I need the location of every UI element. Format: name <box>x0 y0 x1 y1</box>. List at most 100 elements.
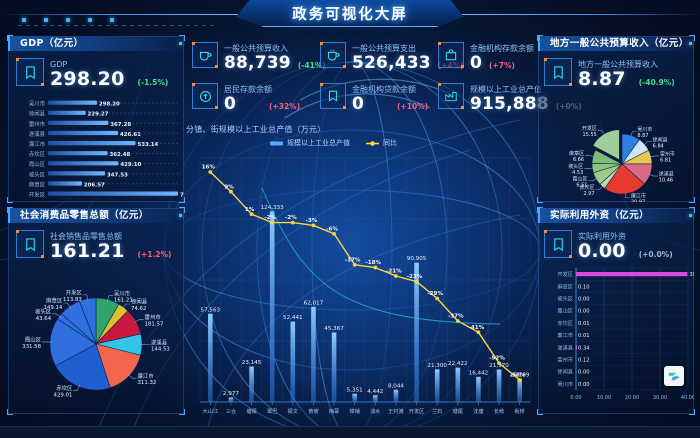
retail-kpi-label: 社会销售品零售总额 <box>50 232 122 241</box>
svg-text:-21%: -21% <box>386 269 402 275</box>
svg-text:浅水: 浅水 <box>370 407 381 415</box>
kpi-tile-2[interactable]: 金融机构存款余额 0 (+7%) <box>438 42 534 73</box>
kpi-label: 一般公共预算收入 <box>224 44 288 53</box>
svg-text:9%: 9% <box>224 184 234 190</box>
svg-text:0.01: 0.01 <box>578 333 590 339</box>
svg-text:6.84: 6.84 <box>653 143 664 149</box>
svg-text:124,333: 124,333 <box>261 205 285 211</box>
svg-text:樟铺: 樟铺 <box>349 407 359 415</box>
svg-text:赤坎区: 赤坎区 <box>580 184 595 191</box>
svg-text:429.10: 429.10 <box>120 162 141 168</box>
panel-gdp: GDP（亿元） GDP 298.20 (-1.5%) 吴川市 298.20 徐闻县 2… <box>7 35 185 203</box>
fdi-kpi[interactable]: 实际利用外资 0.00 (+0.0%) <box>544 230 673 261</box>
svg-text:229.27: 229.27 <box>88 112 109 118</box>
svg-text:开发区: 开发区 <box>66 288 83 296</box>
svg-text:吴川市: 吴川市 <box>557 380 573 388</box>
svg-text:20.97: 20.97 <box>631 199 645 202</box>
svg-text:0.00: 0.00 <box>578 309 590 315</box>
svg-text:74.62: 74.62 <box>131 306 146 312</box>
panel-retail-title: 社会消费品零售总额（亿元） <box>8 208 184 223</box>
retail-kpi-delta: (+1.2%) <box>137 250 172 259</box>
svg-text:2,977: 2,977 <box>223 391 239 397</box>
svg-text:吴川市: 吴川市 <box>114 289 131 297</box>
svg-text:0.00: 0.00 <box>578 297 590 303</box>
svg-text:徐闻县: 徐闻县 <box>653 136 668 143</box>
svg-text:5,351: 5,351 <box>347 387 363 393</box>
budget-kpi-delta: (-40.9%) <box>638 78 675 87</box>
svg-text:三合: 三合 <box>226 407 237 415</box>
svg-text:板桥: 板桥 <box>514 407 525 415</box>
svg-text:426.61: 426.61 <box>120 132 141 138</box>
legend-bar-swatch <box>270 141 283 145</box>
svg-text:坡头区: 坡头区 <box>29 170 46 178</box>
svg-text:霞山区: 霞山区 <box>557 307 573 315</box>
svg-text:梅菉: 梅菉 <box>329 407 339 415</box>
panel-main-chart: 分镇、街规模以上工业总产值（万元） 规模以上工业总产值 同比 57,563 2,9… <box>186 124 536 436</box>
svg-text:311.32: 311.32 <box>137 380 156 386</box>
kpi-tile-3[interactable]: 居民存款余额 0 (+32%) <box>192 83 300 114</box>
kpi-tile-4[interactable]: 金融机构贷款余额 0 (+10%) <box>320 83 428 114</box>
svg-text:霞山区: 霞山区 <box>25 336 42 344</box>
svg-text:-3%: -3% <box>306 218 318 224</box>
legend-line-swatch <box>366 140 379 146</box>
svg-text:52,441: 52,441 <box>283 315 303 321</box>
main-chart-legend[interactable]: 规模以上工业总产值 同比 <box>270 138 397 148</box>
budget-kpi-value: 8.87 <box>578 68 626 90</box>
gdp-kpi-value: 298.20 <box>50 68 125 90</box>
svg-text:遂溪县: 遂溪县 <box>659 171 674 178</box>
svg-text:开发区: 开发区 <box>409 407 425 415</box>
budget-kpi-label: 地方一般公共预算收入 <box>578 60 658 69</box>
svg-text:4,442: 4,442 <box>367 389 383 395</box>
svg-text:6.66: 6.66 <box>573 157 584 163</box>
kpi-value: 0 <box>470 53 483 73</box>
svg-text:-29%: -29% <box>427 291 443 297</box>
kpi-label: 金融机构存款余额 <box>470 44 534 53</box>
legend-label-bar: 规模以上工业总产值 <box>287 139 350 147</box>
gdp-bar-chart[interactable]: 吴川市 298.20 徐闻县 229.27 雷州市 367.28 遂溪县 426.61 廉江市 5… <box>8 94 184 200</box>
svg-text:开发区: 开发区 <box>29 191 46 199</box>
svg-text:霞山区: 霞山区 <box>572 175 587 182</box>
svg-text:徐闻县: 徐闻县 <box>131 298 148 306</box>
fdi-kpi-label: 实际利用外资 <box>578 232 626 241</box>
fdi-bar-chart[interactable]: 0.00 10.00 20.00 30.00 40.00 开发区 39.76 麻章区 0.10 坡… <box>538 262 694 412</box>
panel-fdi-title: 实际利用外资（亿元） <box>538 208 694 223</box>
legend-label-line: 同比 <box>383 139 397 147</box>
panel-budget: 地方一般公共预算收入（亿元） 地方一般公共预算收入 8.87 (-40.9%) … <box>537 35 695 203</box>
svg-text:21,170: 21,170 <box>489 363 509 369</box>
kpi-value: 526,433 <box>352 53 431 73</box>
retail-kpi[interactable]: 社会销售品零售总额 161.21 (+1.2%) <box>16 230 171 261</box>
svg-text:10.46: 10.46 <box>659 178 673 184</box>
svg-text:0.12: 0.12 <box>578 358 590 364</box>
kpi-label: 金融机构贷款余额 <box>352 85 416 94</box>
budget-kpi[interactable]: 地方一般公共预算收入 8.87 (-40.9%) <box>544 58 675 89</box>
header-rule-left <box>0 14 238 15</box>
kpi-value: 0 <box>224 94 237 114</box>
kpi-value: 0 <box>352 94 365 114</box>
svg-text:沈塘: 沈塘 <box>473 407 483 415</box>
gdp-kpi[interactable]: GDP 298.20 (-1.5%) <box>16 58 168 89</box>
svg-text:黄坡: 黄坡 <box>308 407 318 415</box>
svg-text:0.01: 0.01 <box>578 321 590 327</box>
svg-text:霞山区: 霞山区 <box>29 160 46 168</box>
svg-text:331.58: 331.58 <box>22 344 41 350</box>
svg-text:45,367: 45,367 <box>324 326 344 332</box>
header-dot-row <box>22 18 142 23</box>
logo-icon <box>668 372 680 381</box>
app-logo[interactable] <box>664 366 684 386</box>
svg-text:覃巴: 覃巴 <box>267 408 277 415</box>
svg-text:149.14: 149.14 <box>43 305 62 311</box>
svg-text:塘缀: 塘缀 <box>246 407 257 415</box>
svg-text:113.83: 113.83 <box>63 297 82 303</box>
svg-text:0.34: 0.34 <box>578 345 590 351</box>
industrial-output-combo-chart[interactable]: 57,563 2,977 23,145 124,333 52,441 62,017 45,3… <box>186 148 536 436</box>
svg-text:遂溪县: 遂溪县 <box>151 338 168 346</box>
svg-text:22,422: 22,422 <box>448 361 468 367</box>
kpi-tile-0[interactable]: 一般公共预算收入 88,739 (-41%) <box>192 42 326 73</box>
header-dashed-rule <box>18 25 218 26</box>
svg-text:徐闻县: 徐闻县 <box>557 368 573 376</box>
bag-icon <box>438 42 464 68</box>
header-rule-right <box>462 14 700 15</box>
svg-text:-2%: -2% <box>285 215 297 221</box>
